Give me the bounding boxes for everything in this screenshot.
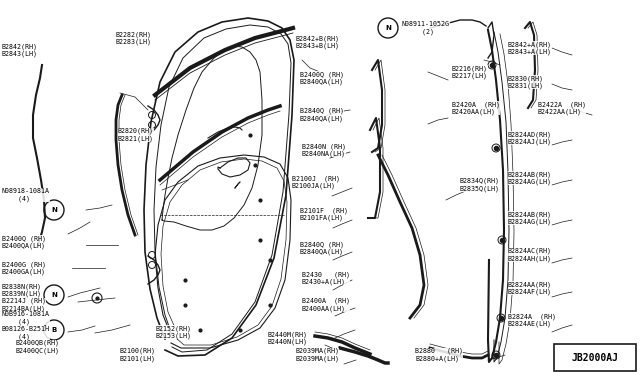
Text: B2824A  (RH)
B2824AE(LH): B2824A (RH) B2824AE(LH) [508,313,556,327]
Text: B2039MA(RH)
B2039MA(LH): B2039MA(RH) B2039MA(LH) [295,348,339,362]
Text: B: B [51,327,56,333]
Text: B2840Q (RH)
B2840QA(LH): B2840Q (RH) B2840QA(LH) [300,108,344,122]
Text: B2880   (RH)
B2880+A(LH): B2880 (RH) B2880+A(LH) [415,348,463,362]
Text: B2838N(RH)
B2839N(LH): B2838N(RH) B2839N(LH) [2,283,42,297]
Text: B2101F  (RH)
B2101FA(LH): B2101F (RH) B2101FA(LH) [300,207,348,221]
Text: B2842+B(RH)
B2843+B(LH): B2842+B(RH) B2843+B(LH) [295,35,339,49]
Text: B2830(RH)
B2831(LH): B2830(RH) B2831(LH) [508,75,544,89]
Text: B2152(RH)
B2153(LH): B2152(RH) B2153(LH) [155,325,191,339]
Text: B2840N (RH)
B2840NA(LH): B2840N (RH) B2840NA(LH) [302,143,346,157]
Text: B2840Q (RH)
B2840QA(LH): B2840Q (RH) B2840QA(LH) [300,241,344,255]
Text: B2834Q(RH)
B2835Q(LH): B2834Q(RH) B2835Q(LH) [460,178,500,192]
Text: B2820(RH)
B2821(LH): B2820(RH) B2821(LH) [118,128,154,142]
Text: B2400QB(RH)
B2400QC(LH): B2400QB(RH) B2400QC(LH) [15,340,59,354]
Text: B2400G (RH)
B2400GA(LH): B2400G (RH) B2400GA(LH) [2,261,46,275]
Text: B2400A  (RH)
B2400AA(LH): B2400A (RH) B2400AA(LH) [302,298,350,312]
Text: B2214J (RH)
B2214BA(LH): B2214J (RH) B2214BA(LH) [2,298,46,312]
Text: B2100(RH)
B2101(LH): B2100(RH) B2101(LH) [120,348,156,362]
Text: B2430   (RH)
B2430+A(LH): B2430 (RH) B2430+A(LH) [302,271,350,285]
Text: N: N [51,207,57,213]
Text: B2842(RH)
B2843(LH): B2842(RH) B2843(LH) [2,43,38,57]
Text: B2824AD(RH)
B2824AJ(LH): B2824AD(RH) B2824AJ(LH) [508,131,552,145]
Text: B2824AB(RH)
B2824AG(LH): B2824AB(RH) B2824AG(LH) [508,171,552,185]
Text: B2100J  (RH)
B2100JA(LH): B2100J (RH) B2100JA(LH) [292,175,340,189]
Text: B2440M(RH)
B2440N(LH): B2440M(RH) B2440N(LH) [268,331,308,345]
Text: N: N [385,25,391,31]
Text: B2282(RH)
B2283(LH): B2282(RH) B2283(LH) [115,31,151,45]
Text: B2824AB(RH)
B2824AG(LH): B2824AB(RH) B2824AG(LH) [508,211,552,225]
Text: JB2000AJ: JB2000AJ [572,353,618,363]
Text: N08918-1081A
    (4): N08918-1081A (4) [2,188,50,202]
Text: N08911-1052G
     (2): N08911-1052G (2) [402,21,450,35]
Text: B2824AC(RH)
B2824AH(LH): B2824AC(RH) B2824AH(LH) [508,248,552,262]
Text: B08126-B251H
    (4): B08126-B251H (4) [2,326,50,340]
FancyBboxPatch shape [554,344,636,371]
Text: B2842+A(RH)
B2843+A(LH): B2842+A(RH) B2843+A(LH) [508,41,552,55]
Text: B2216(RH)
B2217(LH): B2216(RH) B2217(LH) [452,65,488,79]
Text: B2420A  (RH)
B2420AA(LH): B2420A (RH) B2420AA(LH) [452,101,500,115]
Text: B2422A  (RH)
B2422AA(LH): B2422A (RH) B2422AA(LH) [538,101,586,115]
Text: B2824AA(RH)
B2824AF(LH): B2824AA(RH) B2824AF(LH) [508,281,552,295]
Text: N0B916-1081A
    (4): N0B916-1081A (4) [2,311,50,325]
Text: N: N [51,292,57,298]
Text: B2400Q (RH)
B2400QA(LH): B2400Q (RH) B2400QA(LH) [2,235,46,249]
Text: B2400Q (RH)
B2840QA(LH): B2400Q (RH) B2840QA(LH) [300,71,344,85]
